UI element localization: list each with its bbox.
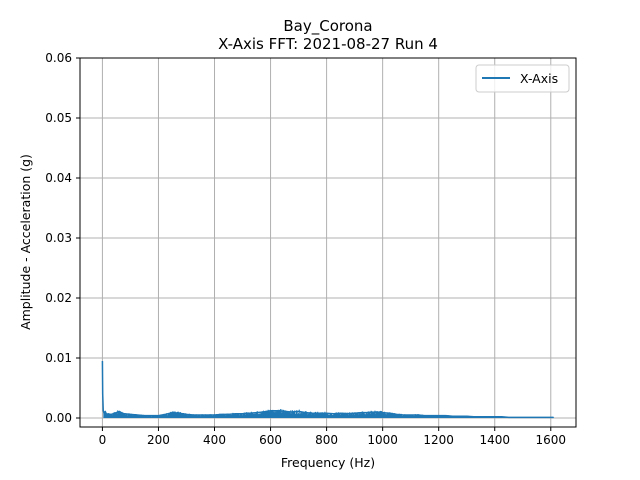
series-noise-band: [103, 409, 555, 418]
x-tick-label: 0: [99, 433, 107, 447]
y-axis-label: Amplitude - Acceleration (g): [18, 154, 33, 330]
y-tick-label: 0.05: [45, 111, 72, 125]
x-tick-label: 600: [259, 433, 282, 447]
y-tick-label: 0.01: [45, 351, 72, 365]
legend-box: [475, 64, 570, 93]
y-tick-label: 0.06: [45, 51, 72, 65]
y-tick-label: 0.00: [45, 411, 72, 425]
x-tick-label: 1600: [536, 433, 567, 447]
x-tick-label: 1000: [367, 433, 398, 447]
grid: [80, 57, 576, 427]
series-line-x-axis: [101, 360, 554, 419]
y-tick-label: 0.03: [45, 231, 72, 245]
legend-label-x-axis: X-Axis: [520, 71, 558, 86]
y-tick-label: 0.02: [45, 291, 72, 305]
x-tick-label: 200: [147, 433, 170, 447]
x-axis-label: Frequency (Hz): [281, 455, 375, 470]
x-tick-label: 800: [315, 433, 338, 447]
legend: X-Axis: [475, 64, 570, 93]
x-tick-label: 1200: [423, 433, 454, 447]
plot-frame: [79, 57, 577, 428]
axis-ticks: 0 200 400 600 800 1000 1200 1400 1600 0.00 0.01 0.0…: [45, 51, 566, 447]
y-tick-label: 0.04: [45, 171, 72, 185]
chart-subtitle: X-Axis FFT: 2021-08-27 Run 4: [218, 35, 438, 53]
x-tick-label: 1400: [479, 433, 510, 447]
x-tick-label: 400: [203, 433, 226, 447]
plot-area: [101, 360, 555, 419]
chart-title: Bay_Corona: [283, 17, 372, 36]
